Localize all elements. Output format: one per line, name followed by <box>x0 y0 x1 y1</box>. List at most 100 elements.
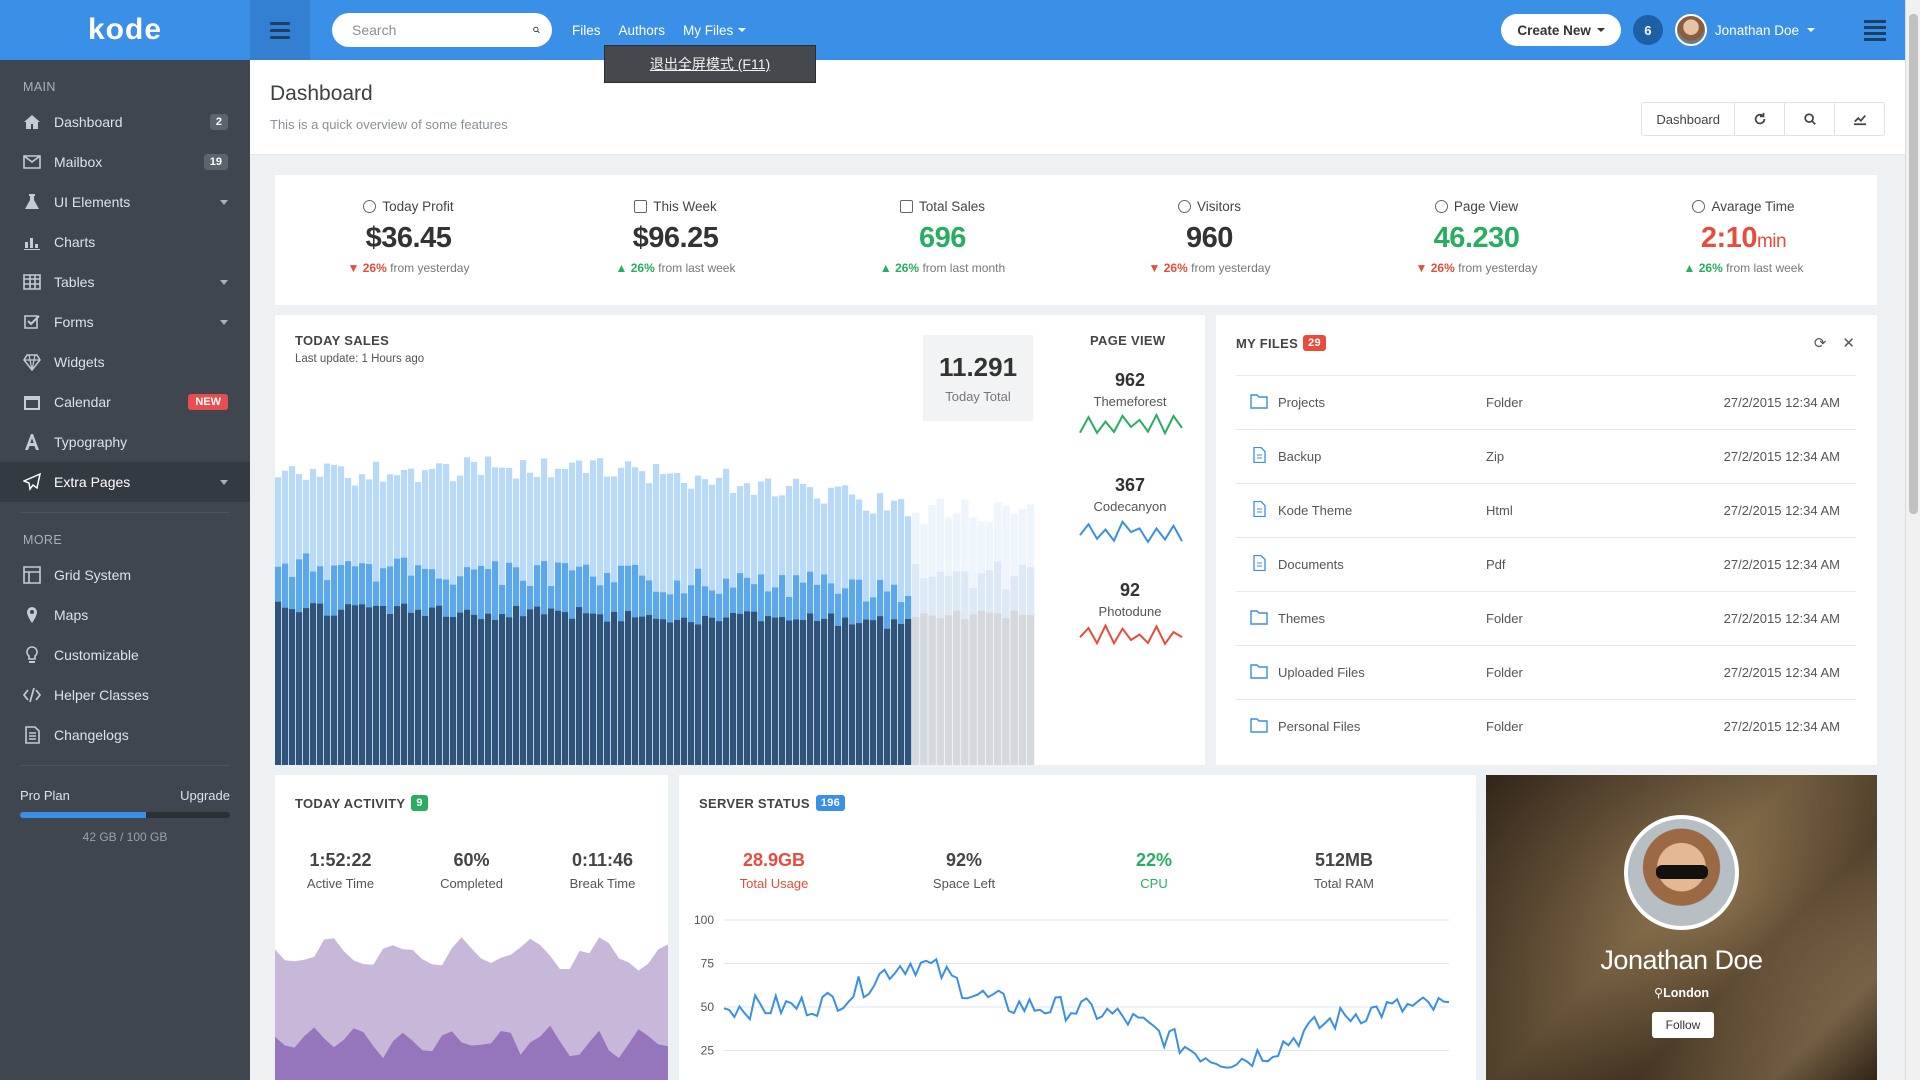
search-button[interactable] <box>1784 103 1834 135</box>
table-row[interactable]: Documents Pdf 27/2/2015 12:34 AM <box>1236 537 1856 591</box>
fullscreen-exit-tip[interactable]: 退出全屏模式 (F11) <box>604 45 816 83</box>
follow-button[interactable]: Follow <box>1652 1012 1714 1038</box>
stat-value: 2:10min <box>1610 222 1877 255</box>
table-row[interactable]: Personal Files Folder 27/2/2015 12:34 AM <box>1236 699 1856 753</box>
nav-authors[interactable]: Authors <box>618 22 666 38</box>
stat-value-text: $96.25 <box>632 222 719 254</box>
sales-bar-faded <box>994 613 1002 765</box>
table-row[interactable]: Projects Folder 27/2/2015 12:34 AM <box>1236 375 1856 429</box>
sales-bar-low <box>331 615 338 765</box>
dashboard-button[interactable]: Dashboard <box>1656 111 1720 127</box>
create-new-button[interactable]: Create New <box>1501 14 1621 46</box>
file-name[interactable]: Uploaded Files <box>1278 665 1365 680</box>
nav-my-files[interactable]: My Files <box>683 23 747 38</box>
file-type: Folder <box>1486 719 1523 734</box>
sidebar-item-extra-pages[interactable]: Extra Pages <box>0 462 250 502</box>
file-name[interactable]: Themes <box>1278 611 1325 626</box>
chevron-down-icon <box>220 279 228 285</box>
page-view-item: 962 Themeforest <box>1070 370 1190 409</box>
sidebar-item-charts[interactable]: Charts <box>0 222 250 262</box>
y-tick-label: 25 <box>701 1044 715 1058</box>
sidebar-item-label: Typography <box>54 434 128 450</box>
table-row[interactable]: Uploaded Files Folder 27/2/2015 12:34 AM <box>1236 645 1856 699</box>
sidebar-item-forms[interactable]: Forms <box>0 302 250 342</box>
chevron-down-icon <box>1596 28 1605 32</box>
sales-bar-low <box>611 611 618 765</box>
sidebar-item-typography[interactable]: Typography <box>0 422 250 462</box>
file-name[interactable]: Backup <box>1278 449 1322 464</box>
user-menu[interactable]: Jonathan Doe <box>1674 14 1815 46</box>
file-type: Folder <box>1486 611 1523 626</box>
file-name[interactable]: Projects <box>1278 395 1325 410</box>
sidebar-item-label: Mailbox <box>54 154 103 170</box>
sidebar-item-mailbox[interactable]: Mailbox 19 <box>0 142 250 182</box>
sidebar-item-customizable[interactable]: Customizable <box>0 635 250 675</box>
file-name[interactable]: Personal Files <box>1278 719 1361 734</box>
line-chart-icon <box>1853 114 1866 126</box>
stat-change-pct: 26% <box>1430 261 1455 275</box>
table-row[interactable]: Backup Zip 27/2/2015 12:34 AM <box>1236 429 1856 483</box>
sales-bar-low <box>765 616 772 765</box>
sales-bar-low <box>450 617 457 765</box>
sidebar-item-ui-elements[interactable]: UI Elements <box>0 182 250 222</box>
files-count-badge: 29 <box>1303 335 1326 351</box>
nav-files[interactable]: Files <box>572 22 601 38</box>
files-title: MY FILES <box>1236 335 1299 351</box>
file-name[interactable]: Documents <box>1278 557 1344 572</box>
search-icon[interactable] <box>533 22 540 38</box>
top-nav: Files Authors My Files <box>572 22 747 38</box>
refresh-icon[interactable]: ⟳ <box>1813 335 1827 352</box>
sales-bar-faded <box>1010 610 1018 765</box>
sales-bar-low <box>716 621 723 765</box>
sales-bar-faded <box>961 619 969 765</box>
sales-bar-low <box>317 603 324 765</box>
close-icon[interactable]: ✕ <box>1842 335 1855 352</box>
server-status-panel: SERVER STATUS 196 28.9GB Total Usage 92% Spa… <box>679 775 1476 1080</box>
sidebar-section-main: MAIN <box>23 80 56 94</box>
sales-bar-low <box>856 623 863 765</box>
sales-bar-low <box>737 613 744 765</box>
sales-bar-low <box>499 614 506 765</box>
refresh-button[interactable] <box>1734 103 1784 135</box>
page-view-value: 962 <box>1114 370 1146 390</box>
table-row[interactable]: Kode Theme Html 27/2/2015 12:34 AM <box>1236 483 1856 537</box>
file-type: Folder <box>1486 665 1523 680</box>
sidebar-item-calendar[interactable]: Calendar NEW <box>0 382 250 422</box>
notification-badge[interactable]: 6 <box>1632 15 1663 45</box>
sales-bar-low <box>681 617 688 765</box>
table-row[interactable]: Themes Folder 27/2/2015 12:34 AM <box>1236 591 1856 645</box>
file-code-icon <box>1250 500 1268 520</box>
sidebar-item-dashboard[interactable]: Dashboard 2 <box>0 102 250 142</box>
file-date: 27/2/2015 12:34 AM <box>1723 557 1840 572</box>
stat-visitors: Visitors 960 ▼ 26% from yesterday <box>1076 175 1343 305</box>
search-input[interactable] <box>352 22 533 38</box>
sidebar-item-maps[interactable]: Maps <box>0 595 250 635</box>
sales-bar-low <box>646 615 653 765</box>
sidebar-item-helper-classes[interactable]: Helper Classes <box>0 675 250 715</box>
scrollbar-thumb[interactable] <box>1909 14 1918 514</box>
sales-bar-low <box>905 618 912 765</box>
storage-progress-fill <box>20 812 146 818</box>
stat-value: 696 <box>809 222 1076 255</box>
activity-stat: 1:52:22 Active Time <box>275 850 406 891</box>
today-total-label: Today Total <box>945 389 1011 404</box>
sales-bar-low <box>814 620 821 765</box>
upgrade-link[interactable]: Upgrade <box>180 788 230 803</box>
sidebar-item-label: Changelogs <box>54 727 129 743</box>
sidebar-item-changelogs[interactable]: Changelogs <box>0 715 250 755</box>
sidepanel-toggle-icon[interactable] <box>1845 0 1905 60</box>
file-name[interactable]: Kode Theme <box>1278 503 1353 518</box>
stats-button[interactable] <box>1834 103 1884 135</box>
page-scrollbar[interactable] <box>1905 0 1920 1080</box>
sales-bar-low <box>429 607 436 765</box>
sidebar-item-grid-system[interactable]: Grid System <box>0 555 250 595</box>
server-value: 512MB <box>1314 850 1374 870</box>
activity-value: 60% <box>453 850 490 870</box>
sales-bar-low <box>891 619 898 765</box>
sidebar-item-tables[interactable]: Tables <box>0 262 250 302</box>
caret-down-icon: ▼ <box>347 261 363 275</box>
menu-toggle-button[interactable] <box>250 0 310 60</box>
brand-logo[interactable]: kode <box>0 0 250 60</box>
sales-bar-low <box>457 612 464 765</box>
sidebar-item-widgets[interactable]: Widgets <box>0 342 250 382</box>
